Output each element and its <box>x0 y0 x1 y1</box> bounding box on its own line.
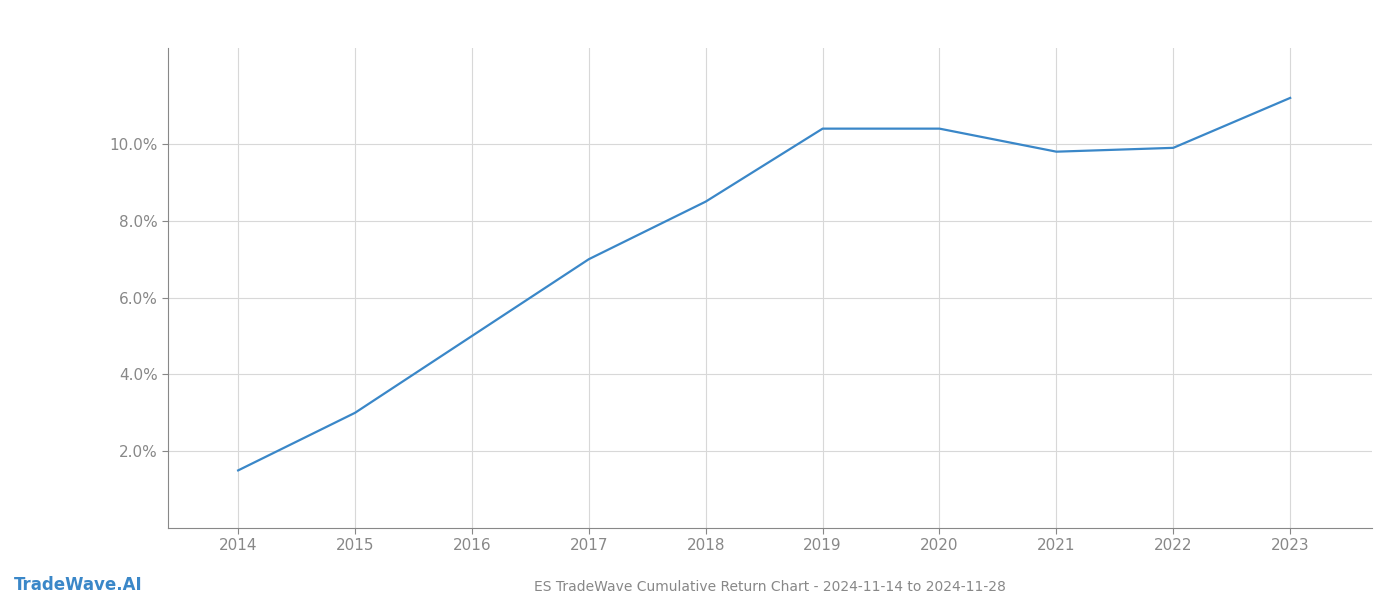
Text: ES TradeWave Cumulative Return Chart - 2024-11-14 to 2024-11-28: ES TradeWave Cumulative Return Chart - 2… <box>533 580 1007 594</box>
Text: TradeWave.AI: TradeWave.AI <box>14 576 143 594</box>
